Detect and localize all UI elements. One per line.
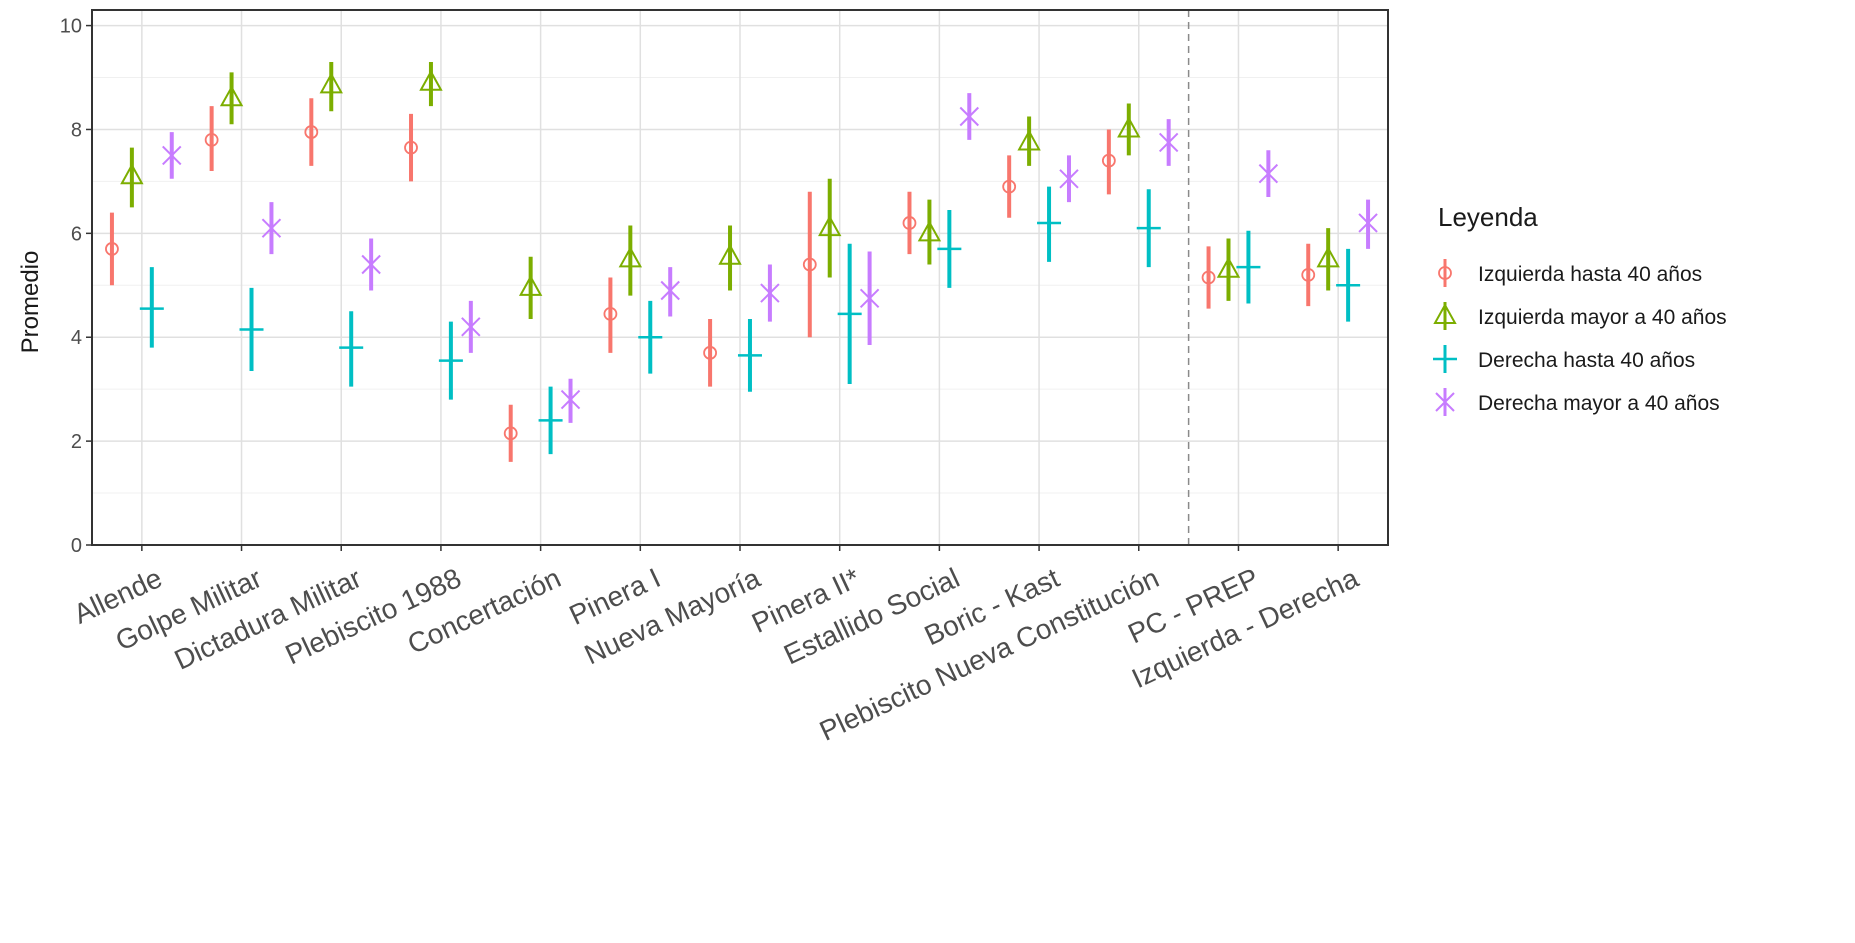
y-tick-label: 4	[71, 327, 82, 349]
legend-marker	[1433, 347, 1457, 371]
point-marker	[239, 317, 264, 342]
series-2	[120, 61, 1340, 320]
cross-stroke	[1435, 392, 1455, 412]
legend-item: Derecha hasta 40 años	[1433, 345, 1695, 373]
point-marker	[1316, 246, 1340, 268]
point-marker	[361, 254, 381, 275]
cross-stroke	[760, 283, 780, 303]
point-marker	[204, 132, 219, 147]
series-4	[162, 93, 1378, 423]
point-marker	[1358, 213, 1378, 233]
point-marker	[959, 106, 979, 127]
legend-item: Derecha mayor a 40 años	[1435, 388, 1720, 416]
point-marker	[120, 163, 144, 185]
point-marker	[737, 343, 762, 368]
cross-stroke	[162, 145, 182, 166]
point-marker	[902, 216, 917, 230]
cross-stroke	[261, 218, 282, 238]
y-tick-label: 10	[60, 16, 82, 38]
cross-stroke	[859, 288, 880, 308]
y-tick-label: 2	[71, 431, 82, 453]
point-marker	[760, 283, 780, 303]
point-marker	[1336, 273, 1361, 298]
point-marker	[603, 306, 618, 321]
point-marker	[261, 218, 282, 238]
point-marker	[319, 72, 343, 94]
legend-marker	[1433, 302, 1457, 324]
point-marker	[802, 257, 817, 272]
series-3	[139, 186, 1361, 455]
point-marker	[1117, 116, 1141, 138]
point-marker	[560, 389, 581, 410]
cross-stroke	[959, 106, 979, 127]
point-marker	[1017, 129, 1041, 151]
cross-stroke	[1258, 163, 1279, 184]
point-marker	[339, 335, 364, 360]
point-marker	[419, 69, 443, 91]
legend-label: Izquierda hasta 40 años	[1478, 263, 1702, 286]
point-marker	[1158, 132, 1179, 153]
point-marker	[638, 325, 663, 350]
point-marker	[1059, 169, 1079, 189]
legend-label: Izquierda mayor a 40 años	[1478, 306, 1727, 329]
point-marker	[1301, 268, 1316, 282]
point-marker	[818, 215, 842, 237]
cross-stroke	[461, 317, 481, 337]
point-marker	[660, 280, 680, 301]
point-marker	[404, 140, 418, 155]
legend-label: Derecha mayor a 40 años	[1478, 392, 1720, 415]
y-axis: 0 2 4 6 8 10	[60, 16, 92, 557]
point-marker	[219, 85, 244, 107]
point-marker	[503, 426, 518, 441]
grid	[92, 10, 1388, 546]
legend-items: Izquierda hasta 40 años Izquierda mayor a…	[1433, 259, 1727, 416]
point-marker	[1201, 270, 1216, 285]
legend: Leyenda Izquierda hasta 40 añosIzquierda…	[1433, 202, 1727, 416]
point-marker	[1216, 256, 1241, 278]
point-marker	[438, 348, 463, 373]
legend-marker	[1435, 392, 1455, 412]
point-marker	[1037, 210, 1062, 235]
cross-stroke	[1158, 132, 1179, 153]
cross-stroke	[1358, 213, 1378, 233]
point-marker	[461, 317, 481, 337]
point-marker	[139, 296, 164, 321]
legend-title: Leyenda	[1438, 202, 1538, 232]
point-marker	[1136, 216, 1161, 241]
point-marker	[917, 220, 942, 242]
legend-item: Izquierda mayor a 40 años	[1433, 302, 1727, 330]
point-marker	[162, 145, 182, 166]
point-marker	[859, 288, 880, 308]
y-tick-label: 0	[71, 535, 82, 557]
point-marker	[837, 301, 862, 326]
legend-marker	[1438, 266, 1452, 280]
point-marker	[304, 125, 319, 139]
marks	[105, 61, 1378, 462]
point-marker	[1101, 153, 1116, 168]
point-marker	[703, 345, 717, 360]
series-1	[105, 98, 1316, 462]
point-marker	[105, 242, 119, 256]
cross-stroke	[660, 280, 680, 301]
legend-label: Derecha hasta 40 años	[1478, 349, 1695, 372]
point-marker	[718, 243, 742, 265]
cross-stroke	[560, 389, 581, 410]
y-tick-label: 6	[71, 223, 82, 245]
point-marker	[518, 274, 543, 296]
point-marker	[1258, 163, 1279, 184]
cross-stroke	[361, 254, 381, 275]
point-marker	[1236, 255, 1261, 280]
y-axis-title: Promedio	[17, 251, 44, 354]
cross-stroke	[1059, 169, 1079, 189]
point-marker	[618, 246, 643, 268]
y-tick-label: 8	[71, 119, 82, 141]
point-marker	[538, 408, 563, 433]
point-marker	[937, 236, 962, 261]
legend-item: Izquierda hasta 40 años	[1438, 259, 1702, 287]
point-marker	[1002, 179, 1017, 194]
